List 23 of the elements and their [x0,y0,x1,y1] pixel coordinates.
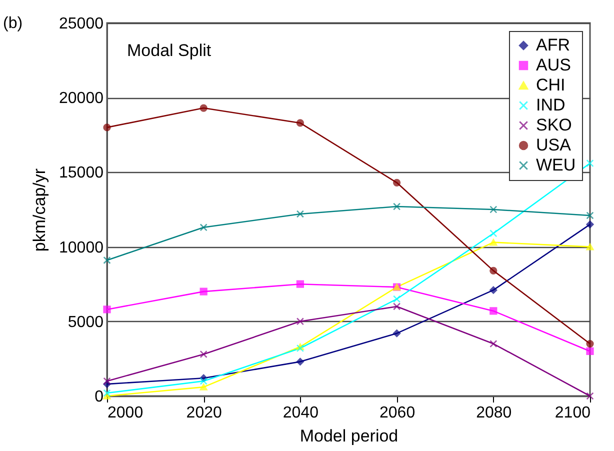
y-tick-label: 25000 [59,16,104,32]
legend-label: IND [536,96,566,114]
x-axis-title: Model period [300,426,398,446]
x-tick-label: 2060 [380,404,416,422]
x-tick-label: 2100 [554,404,591,422]
y-tick-label: 10000 [59,239,104,256]
y-tick-label: 5000 [68,314,104,331]
text: Modal Split [127,41,212,60]
x-tick-label: 2080 [476,404,512,422]
legend-label: WEU [536,156,576,174]
y-tick-label: 0 [94,388,104,406]
y-tick-label: 15000 [59,164,104,182]
x-tick-label: 2000 [108,404,144,422]
x-tick-label: 2040 [282,404,319,422]
legend-label: SKO [536,116,572,134]
legend-label: AUS [536,56,571,74]
text: (b) [3,15,23,32]
y-axis-title: pkm/cap/yr [30,168,50,252]
legend-label: USA [536,136,572,154]
legend-label: CHI [536,76,566,94]
x-tick-label: 2020 [186,404,222,422]
y-tick-label: 20000 [59,90,104,108]
legend-label: AFR [536,36,570,54]
